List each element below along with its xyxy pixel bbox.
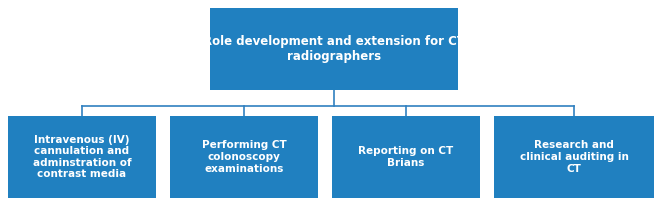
Text: Reporting on CT
Brians: Reporting on CT Brians [359,146,453,168]
FancyBboxPatch shape [170,116,318,198]
Text: Performing CT
colonoscopy
examinations: Performing CT colonoscopy examinations [202,140,286,174]
FancyBboxPatch shape [210,8,458,90]
Text: Intravenous (IV)
cannulation and
adminstration of
contrast media: Intravenous (IV) cannulation and adminst… [32,135,131,179]
FancyBboxPatch shape [8,116,156,198]
FancyBboxPatch shape [332,116,480,198]
Text: Research and
clinical auditing in
CT: Research and clinical auditing in CT [520,140,629,174]
FancyBboxPatch shape [494,116,654,198]
Text: Role development and extension for CT
radiographers: Role development and extension for CT ra… [203,35,465,63]
